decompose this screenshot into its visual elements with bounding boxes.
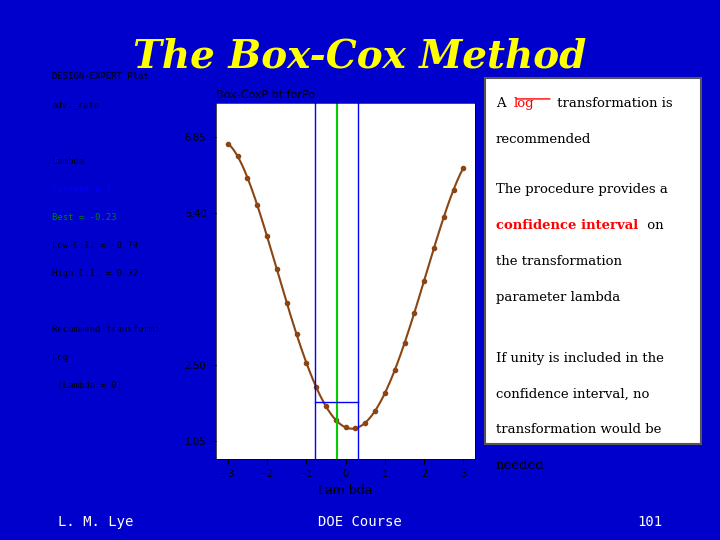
- Text: If unity is included in the: If unity is included in the: [496, 352, 664, 365]
- Text: DOE Course: DOE Course: [318, 515, 402, 529]
- Text: confidence interval, no: confidence interval, no: [496, 388, 649, 401]
- Text: recommended: recommended: [496, 132, 591, 146]
- Text: Lambda: Lambda: [52, 157, 84, 166]
- Text: (Lambda = 0): (Lambda = 0): [52, 381, 122, 390]
- Text: Low C.I. = -0.79: Low C.I. = -0.79: [52, 241, 138, 250]
- Text: The Box-Cox Method: The Box-Cox Method: [133, 38, 587, 76]
- Text: transformation would be: transformation would be: [496, 423, 661, 436]
- Text: L. M. Lye: L. M. Lye: [58, 515, 133, 529]
- Text: on: on: [643, 219, 664, 232]
- Text: Recommend transform:: Recommend transform:: [52, 325, 159, 334]
- Text: parameter lambda: parameter lambda: [496, 291, 620, 303]
- Text: transformation is: transformation is: [553, 97, 672, 110]
- Text: adv._rate: adv._rate: [52, 100, 100, 110]
- Text: DESIGN-EXPERT Plot: DESIGN-EXPERT Plot: [52, 72, 148, 82]
- Text: 101: 101: [637, 515, 662, 529]
- FancyBboxPatch shape: [485, 78, 701, 444]
- Text: Best = -0.23: Best = -0.23: [52, 213, 117, 222]
- X-axis label: Lam bda: Lam bda: [318, 484, 373, 497]
- Text: needed: needed: [496, 460, 544, 472]
- Text: Box-CoxP bt forPo: Box-CoxP bt forPo: [216, 90, 315, 100]
- Text: Current = 1: Current = 1: [52, 185, 111, 194]
- Text: log: log: [513, 97, 534, 110]
- Text: High C.I. = 0.32: High C.I. = 0.32: [52, 269, 138, 278]
- Text: confidence interval: confidence interval: [496, 219, 638, 232]
- Text: A: A: [496, 97, 510, 110]
- Text: the transformation: the transformation: [496, 255, 622, 268]
- Text: Log: Log: [52, 353, 68, 362]
- Text: The procedure provides a: The procedure provides a: [496, 183, 667, 196]
